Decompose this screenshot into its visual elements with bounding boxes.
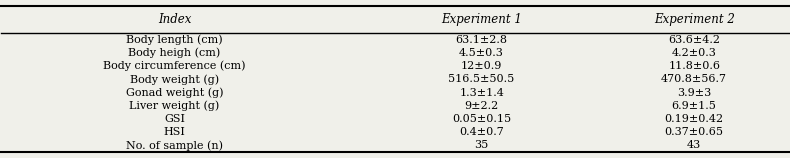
Text: 1.3±1.4: 1.3±1.4	[459, 88, 504, 98]
Text: 470.8±56.7: 470.8±56.7	[661, 74, 727, 84]
Text: Experiment 2: Experiment 2	[653, 13, 735, 26]
Text: 6.9±1.5: 6.9±1.5	[672, 101, 717, 111]
Text: 9±2.2: 9±2.2	[465, 101, 498, 111]
Text: Gonad weight (g): Gonad weight (g)	[126, 87, 224, 98]
Text: 43: 43	[687, 140, 702, 150]
Text: 0.05±0.15: 0.05±0.15	[452, 114, 511, 124]
Text: Body weight (g): Body weight (g)	[130, 74, 219, 85]
Text: 4.2±0.3: 4.2±0.3	[672, 48, 717, 58]
Text: 3.9±3: 3.9±3	[677, 88, 711, 98]
Text: 35: 35	[475, 140, 489, 150]
Text: 11.8±0.6: 11.8±0.6	[668, 61, 720, 71]
Text: Body length (cm): Body length (cm)	[126, 35, 223, 45]
Text: 63.6±4.2: 63.6±4.2	[668, 35, 720, 45]
Text: Liver weight (g): Liver weight (g)	[130, 100, 220, 111]
Text: 0.19±0.42: 0.19±0.42	[664, 114, 724, 124]
Text: GSI: GSI	[164, 114, 185, 124]
Text: 4.5±0.3: 4.5±0.3	[459, 48, 504, 58]
Text: Index: Index	[158, 13, 191, 26]
Text: No. of sample (n): No. of sample (n)	[126, 140, 223, 151]
Text: HSI: HSI	[164, 127, 186, 137]
Text: 0.37±0.65: 0.37±0.65	[664, 127, 724, 137]
Text: 12±0.9: 12±0.9	[461, 61, 502, 71]
Text: Body circumference (cm): Body circumference (cm)	[103, 61, 246, 71]
Text: Experiment 1: Experiment 1	[441, 13, 522, 26]
Text: Body heigh (cm): Body heigh (cm)	[129, 48, 220, 58]
Text: 516.5±50.5: 516.5±50.5	[449, 74, 515, 84]
Text: 63.1±2.8: 63.1±2.8	[456, 35, 508, 45]
Text: 0.4±0.7: 0.4±0.7	[459, 127, 504, 137]
